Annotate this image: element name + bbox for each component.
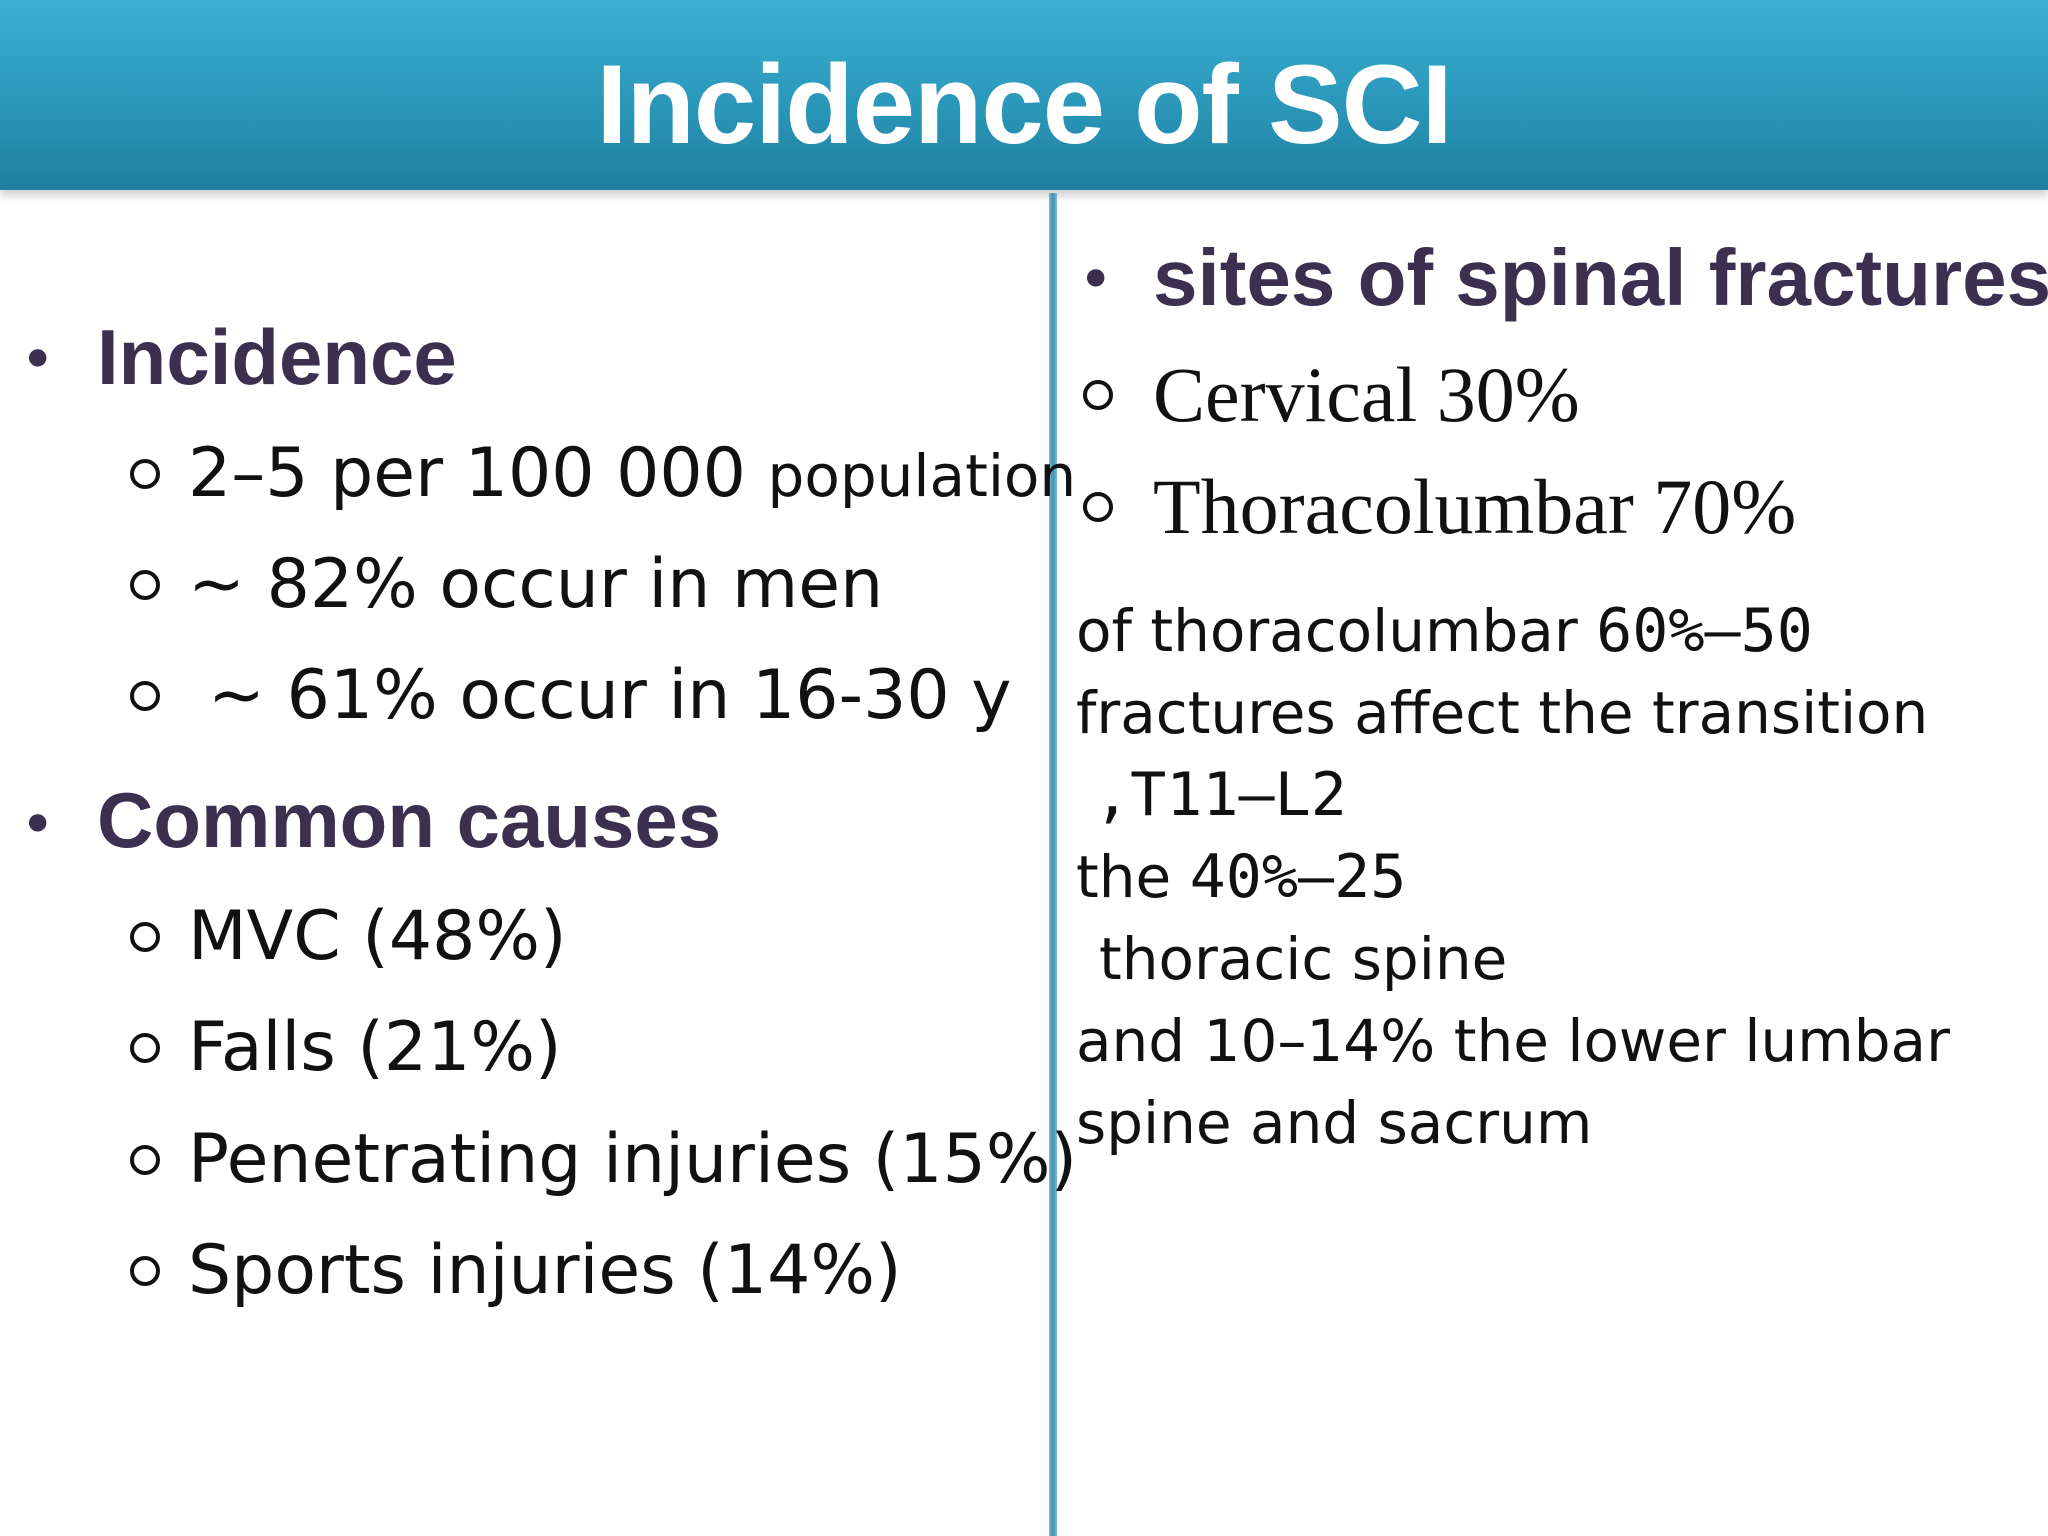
list-item-text: ~ 82% occur in men: [188, 545, 884, 624]
column-divider: [1049, 193, 1057, 1536]
body-line: thoracic spine: [1099, 925, 1508, 993]
body-line: fractures affect the transition: [1076, 679, 1929, 747]
circle-bullet-icon: [130, 1256, 160, 1286]
circle-bullet-icon: [130, 459, 160, 489]
circle-bullet-icon: [1083, 492, 1113, 522]
list-item-text: MVC (48%): [188, 897, 567, 976]
cervical-item: Cervical 30%: [1153, 351, 1580, 438]
circle-bullet-icon: [130, 922, 160, 952]
bullet-icon: •: [1078, 245, 1114, 315]
circle-bullet-icon: [130, 1033, 160, 1063]
causes-heading: Common causes: [97, 776, 722, 864]
circle-bullet-icon: [1083, 380, 1113, 410]
bullet-icon: •: [20, 325, 56, 395]
body-line: and 10–14% the lower lumbar: [1076, 1007, 1950, 1075]
body-line: spine and sacrum: [1076, 1089, 1593, 1157]
title-bar: [0, 0, 2048, 190]
body-line: the 40%–25: [1076, 836, 1406, 918]
sites-heading: sites of spinal fractures: [1153, 233, 2048, 322]
body-line: ,T11–L2: [1094, 760, 1347, 830]
bullet-icon: •: [20, 790, 56, 860]
incidence-heading: Incidence: [97, 313, 457, 401]
body-text-percent: 60%–50: [1596, 596, 1813, 666]
body-text: of thoracolumbar: [1076, 597, 1578, 665]
incidence-unit: population: [767, 442, 1077, 510]
list-item-text: ~ 61% occur in 16-30 y: [208, 656, 1012, 735]
body-line: of thoracolumbar 60%–50: [1076, 590, 1813, 672]
circle-bullet-icon: [130, 681, 160, 711]
circle-bullet-icon: [130, 1145, 160, 1175]
list-item-text: Falls (21%): [188, 1008, 562, 1087]
slide-title: Incidence of SCI: [596, 42, 1452, 167]
incidence-rate: 2–5 per 100 000: [188, 434, 746, 513]
body-text-percent: 40%–25: [1189, 842, 1407, 912]
body-text: the: [1076, 843, 1172, 911]
list-item-text: Sports injuries (14%): [188, 1231, 902, 1310]
circle-bullet-icon: [130, 570, 160, 600]
list-item-text: Penetrating injuries (15%): [188, 1120, 1077, 1199]
thoracolumbar-item: Thoracolumbar 70%: [1153, 463, 1797, 550]
